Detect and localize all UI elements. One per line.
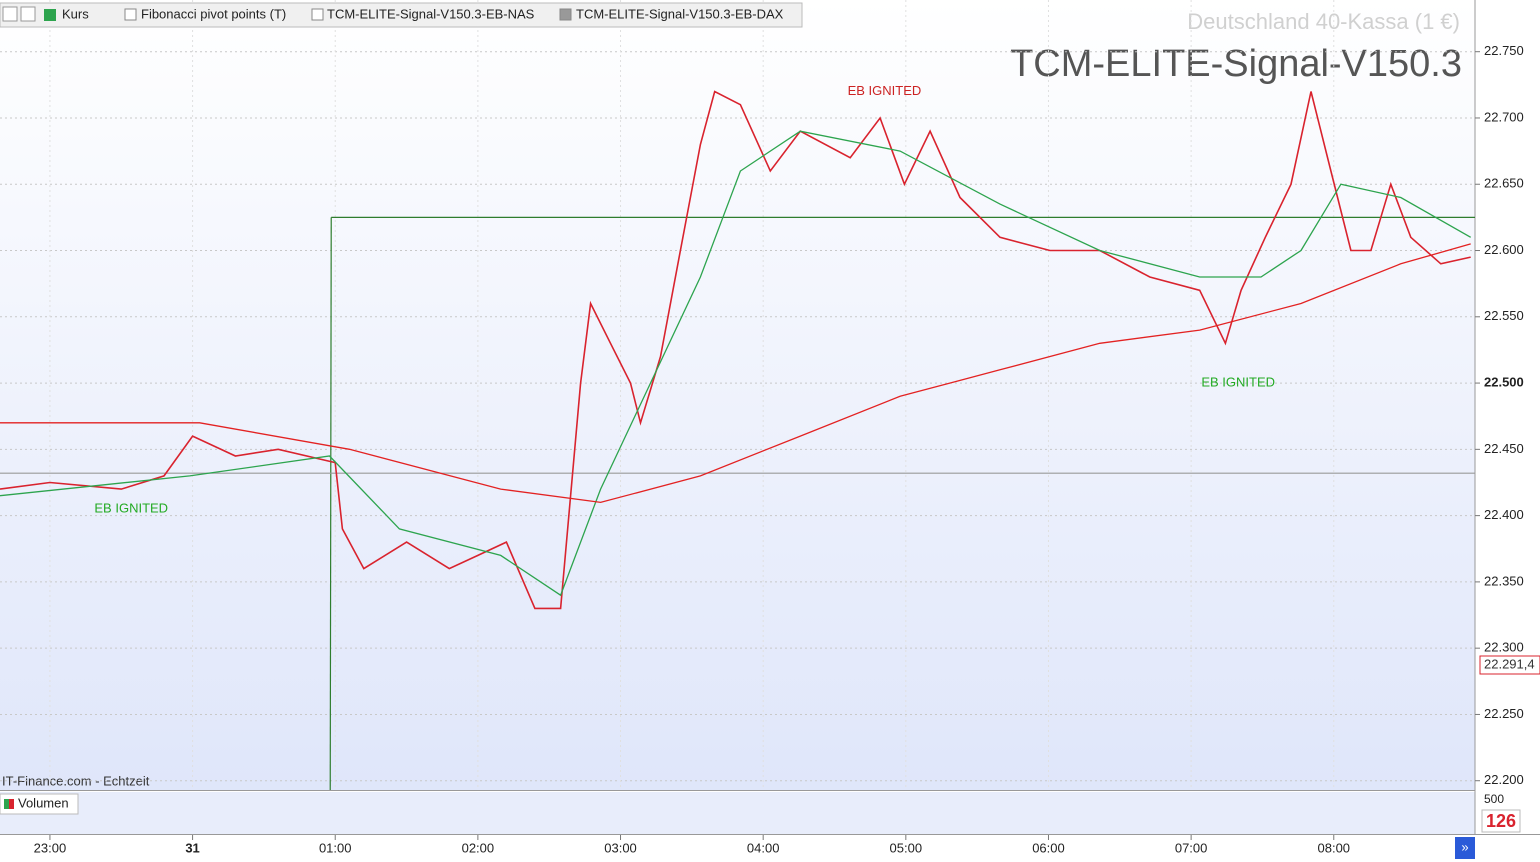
annotation: EB IGNITED (848, 83, 922, 98)
subtitle: Deutschland 40-Kassa (1 €) (1187, 9, 1460, 34)
x-tick-label: 02:00 (462, 840, 495, 855)
y-tick-label: 22.250 (1484, 706, 1524, 721)
title: TCM-ELITE-Signal-V150.3 (1010, 43, 1462, 85)
volume-legend (0, 793, 79, 815)
tab[interactable]: TCM-ELITE-Signal-V150.3-EB-NAS (327, 6, 535, 21)
level-line (329, 217, 332, 791)
series-line (0, 243, 1471, 504)
volume-tick: 500 (1484, 792, 1504, 806)
y-tick-label: 22.450 (1484, 441, 1524, 456)
y-tick-label: 22.400 (1484, 507, 1524, 522)
scroll-button[interactable] (1455, 837, 1475, 859)
x-tick-label: 01:00 (319, 840, 352, 855)
tab[interactable]: Kurs (62, 6, 89, 21)
y-tick-label: 22.550 (1484, 308, 1524, 323)
x-tick-label: 05:00 (890, 840, 923, 855)
scroll-icon: » (1461, 839, 1468, 854)
y-tick-label: 22.600 (1484, 242, 1524, 257)
x-tick-label: 31 (185, 840, 199, 855)
plot-area (0, 0, 1475, 790)
tab[interactable]: TCM-ELITE-Signal-V150.3-EB-DAX (576, 6, 784, 21)
x-tick-label: 07:00 (1175, 840, 1208, 855)
y-tick-label: 22.750 (1484, 43, 1524, 58)
y-tick-label: 22.200 (1484, 772, 1524, 787)
x-tick-label: 23:00 (34, 840, 67, 855)
checkbox[interactable] (124, 8, 137, 21)
y-tick-label: 22.300 (1484, 640, 1524, 655)
annotation: EB IGNITED (94, 500, 168, 515)
y-tick-label: 22.650 (1484, 176, 1524, 191)
kurs-icon (44, 9, 56, 21)
volume-last: 126 (1486, 811, 1516, 831)
annotation: EB IGNITED (1201, 375, 1275, 390)
x-tick-label: 03:00 (604, 840, 637, 855)
volume-area (0, 792, 1475, 834)
tab[interactable]: Fibonacci pivot points (T) (141, 6, 286, 21)
y-tick-label: 22.500 (1484, 375, 1524, 390)
volume-last-box (1481, 809, 1521, 833)
checkbox[interactable] (311, 8, 324, 21)
y-tick-label: 22.700 (1484, 109, 1524, 124)
down-button[interactable] (2, 6, 18, 22)
toolbar: Kurs Fibonacci pivot points (T) TCM-ELIT… (0, 2, 803, 28)
volume-label: Volumen (18, 795, 69, 810)
legend-swatch (4, 799, 9, 809)
x-tick-label: 06:00 (1032, 840, 1065, 855)
x-tick-label: 08:00 (1318, 840, 1351, 855)
price-tag: 22.291,4 (1484, 656, 1535, 671)
x-tick-label: 04:00 (747, 840, 780, 855)
checkbox[interactable] (559, 8, 572, 21)
y-tick-label: 22.350 (1484, 573, 1524, 588)
up-button[interactable] (20, 6, 36, 22)
axis-area (1475, 0, 1540, 862)
price-tag-box (1479, 655, 1540, 675)
series-line (0, 130, 1472, 597)
series-line (0, 90, 1471, 610)
legend-swatch (9, 799, 14, 809)
